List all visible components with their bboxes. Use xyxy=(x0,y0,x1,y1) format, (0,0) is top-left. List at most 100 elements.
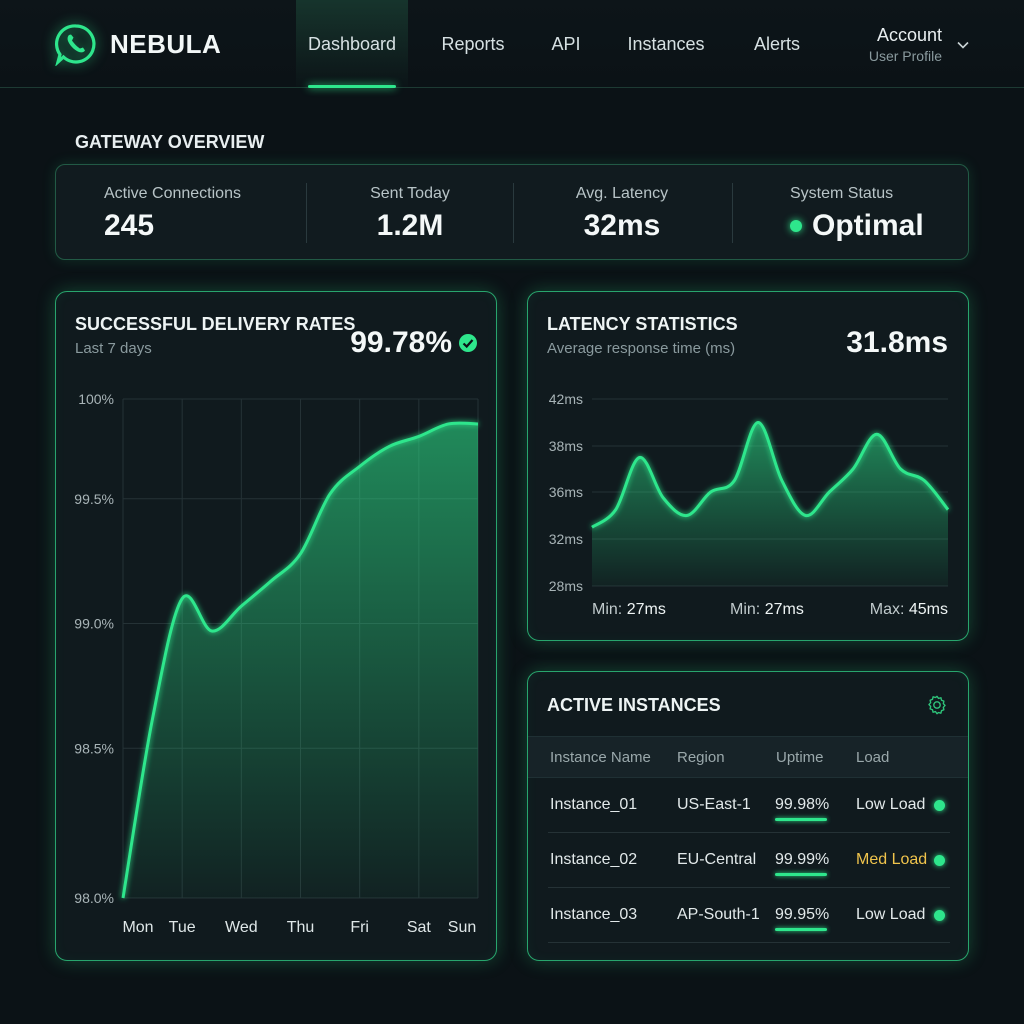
nav-reports[interactable]: Reports xyxy=(441,33,505,54)
divider xyxy=(306,183,307,243)
latency-footer-min-2: Min: 27ms xyxy=(730,601,804,619)
stat-value: 245 xyxy=(104,209,155,242)
x-tick-label: Fri xyxy=(350,919,369,936)
brand-name: NEBULA xyxy=(110,28,222,59)
account-label: Account xyxy=(876,25,942,45)
load-status-dot-icon xyxy=(934,800,945,811)
column-header-load[interactable]: Load xyxy=(856,749,890,766)
overview-title: GATEWAY OVERVIEW xyxy=(75,132,265,152)
footer-value: 27ms xyxy=(626,601,666,618)
card-subtitle: Average response time (ms) xyxy=(547,340,736,357)
cell-load: Low Load xyxy=(856,796,926,813)
delivery-rate-value: 99.78% xyxy=(350,326,478,360)
y-tick-label: 36ms xyxy=(549,484,583,500)
divider xyxy=(513,183,514,243)
stat-sent-today: Sent Today 1.2M xyxy=(306,185,514,243)
latency-area xyxy=(592,422,948,586)
footer-label: Min: xyxy=(730,601,761,618)
column-header-instance[interactable]: Instance Name xyxy=(550,749,651,766)
chat-bubble-phone-icon xyxy=(55,24,96,66)
cell-region: AP-South-1 xyxy=(677,906,760,923)
y-tick-label: 42ms xyxy=(549,391,583,407)
divider xyxy=(732,183,733,243)
nav-dashboard[interactable]: Dashboard xyxy=(296,0,408,88)
footer-label: Min: xyxy=(592,601,623,618)
check-circle-icon xyxy=(459,334,477,352)
stat-label: System Status xyxy=(790,185,894,202)
latency-footer-max: Max: 45ms xyxy=(870,601,948,619)
footer-value: 27ms xyxy=(764,601,804,618)
y-tick-label: 38ms xyxy=(549,438,583,454)
cell-instance-name: Instance_03 xyxy=(550,906,638,923)
y-tick-label: 28ms xyxy=(549,578,583,594)
column-header-uptime[interactable]: Uptime xyxy=(776,749,824,766)
stat-label: Avg. Latency xyxy=(575,185,669,202)
account-sublabel: User Profile xyxy=(868,48,942,64)
brand[interactable]: NEBULA xyxy=(54,22,221,66)
stat-value: Optimal xyxy=(790,209,924,243)
nav-api[interactable]: API xyxy=(551,33,581,54)
delivery-line xyxy=(121,421,479,899)
cell-uptime: 99.99% xyxy=(775,851,830,868)
x-tick-label: Sun xyxy=(448,919,476,936)
x-tick-label: Wed xyxy=(225,919,258,936)
cell-region: EU-Central xyxy=(677,851,757,868)
latency-value: 31.8ms xyxy=(846,326,948,359)
load-status-dot-icon xyxy=(934,910,945,921)
stat-value: 32ms xyxy=(583,209,661,242)
stat-system-status: System Status Optimal xyxy=(790,185,924,243)
card-subtitle: Last 7 days xyxy=(75,340,152,357)
cell-instance-name: Instance_01 xyxy=(550,796,638,813)
table-row[interactable]: Instance_02 EU-Central 99.99% Med Load xyxy=(548,833,950,888)
x-tick-label: Tue xyxy=(169,919,196,936)
nav-alerts[interactable]: Alerts xyxy=(753,33,800,54)
card-title: LATENCY STATISTICS xyxy=(547,314,738,334)
gateway-overview-panel: Active Connections 245 Sent Today 1.2M A… xyxy=(55,164,969,260)
y-tick-label: 99.0% xyxy=(74,616,114,632)
cell-region: US-East-1 xyxy=(677,796,751,813)
active-instances-card: ACTIVE INSTANCES Instance Name Region Up… xyxy=(527,671,969,961)
delivery-rate-text: 99.78% xyxy=(350,326,452,359)
delivery-rate-chart: 100% 99.5% 99.0% 98.5% 98.0% Mon Tue Wed Thu Fri S… xyxy=(74,391,479,936)
account-menu[interactable]: Account User Profile xyxy=(869,25,970,64)
table-row[interactable]: Instance_01 US-East-1 99.98% Low Load xyxy=(548,778,950,833)
status-dot-icon xyxy=(790,220,802,232)
uptime-bar xyxy=(775,818,827,821)
cell-instance-name: Instance_02 xyxy=(550,851,638,868)
nav-instances[interactable]: Instances xyxy=(627,33,705,54)
y-tick-label: 98.5% xyxy=(74,740,114,756)
cell-uptime: 99.98% xyxy=(775,796,830,813)
delivery-rates-card: SUCCESSFUL DELIVERY RATES Last 7 days 99… xyxy=(55,291,497,961)
x-tick-label: Mon xyxy=(122,919,153,936)
stat-value: 1.2M xyxy=(376,209,444,242)
y-tick-label: 99.5% xyxy=(74,491,114,507)
stat-active-connections: Active Connections 245 xyxy=(104,185,241,243)
stat-avg-latency: Avg. Latency 32ms xyxy=(513,185,731,243)
cell-load: Low Load xyxy=(856,906,926,923)
y-tick-label: 32ms xyxy=(549,531,583,547)
latency-line xyxy=(591,420,950,529)
y-tick-label: 100% xyxy=(78,391,114,407)
stat-label: Active Connections xyxy=(104,185,241,202)
latency-footer-min-1: Min: 27ms xyxy=(592,601,666,619)
table-row[interactable]: Instance_03 AP-South-1 99.95% Low Load xyxy=(548,888,950,943)
latency-chart: 42ms 38ms 36ms 32ms 28ms xyxy=(549,391,950,594)
uptime-bar xyxy=(775,928,827,931)
card-title: SUCCESSFUL DELIVERY RATES xyxy=(75,314,356,334)
x-tick-label: Sat xyxy=(407,919,432,936)
card-title: ACTIVE INSTANCES xyxy=(547,695,721,715)
gear-icon[interactable] xyxy=(926,694,948,716)
stat-label: Sent Today xyxy=(370,185,450,202)
y-tick-label: 98.0% xyxy=(74,890,114,906)
latency-statistics-card: LATENCY STATISTICS Average response time… xyxy=(527,291,969,641)
footer-label: Max: xyxy=(869,601,905,618)
column-header-region[interactable]: Region xyxy=(677,749,725,766)
uptime-bar xyxy=(775,873,827,876)
table-header: Instance Name Region Uptime Load xyxy=(528,736,968,778)
chevron-down-icon[interactable] xyxy=(956,38,970,52)
x-tick-label: Thu xyxy=(287,919,315,936)
footer-value: 45ms xyxy=(908,601,948,618)
system-status-value: Optimal xyxy=(812,209,924,242)
top-header: NEBULA Dashboard Reports API Instances A… xyxy=(0,0,1024,88)
main-nav: Dashboard Reports API Instances Alerts xyxy=(296,0,816,88)
